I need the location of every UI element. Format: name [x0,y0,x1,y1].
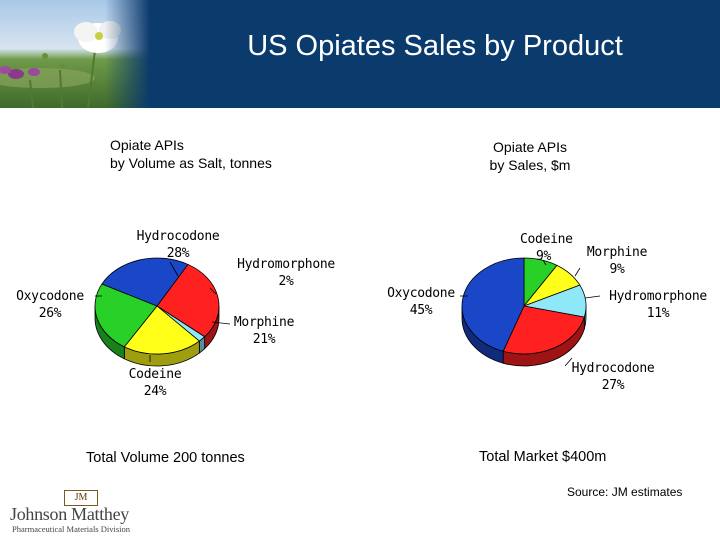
header-bar: US Opiates Sales by Product [0,0,720,108]
leader-line [169,261,179,277]
chart-2-title: Opiate APIs by Sales, $m [450,138,610,174]
johnson-matthey-logo: JM Johnson Matthey Pharmaceutical Materi… [8,490,158,538]
pie2-slice-oxycodone [461,257,525,352]
leader-line [574,267,581,277]
source-note: Source: JM estimates [567,485,683,499]
chart-2-total-note: Total Market $400m [479,449,607,465]
leader-lines [95,259,601,367]
slide-title: US Opiates Sales by Product [247,30,623,62]
poppy-photo [0,0,150,108]
chart-2-label-morphine: Morphine 9% [586,245,648,277]
chart-2-label-hydromorphone: Hydromorphone 11% [609,289,707,321]
chart-2-title-line1: Opiate APIs [493,139,567,155]
chart-1-label-oxycodone: Oxycodone 26% [16,289,84,321]
pie1-slice-codeine [94,283,158,348]
jm-logo-mark: JM [64,490,98,506]
leader-line [211,321,231,325]
chart-1-label-hydromorphone: Hydromorphone 2% [237,257,335,289]
pie2-slice-hydrocodone [502,305,585,355]
chart-1-title-line1: Opiate APIs [110,137,184,153]
chart-1-label-morphine: Morphine 21% [233,315,295,347]
chart-2-label-oxycodone: Oxycodone 45% [387,286,455,318]
pie-chart-volume [94,257,220,367]
pie1-slice-morphine [123,305,200,355]
leader-line [564,357,573,367]
logo-wordmark: Johnson Matthey [10,504,129,524]
chart-2-label-hydrocodone: Hydrocodone 27% [571,361,655,393]
leader-line [584,295,601,299]
pie1-slice-oxycodone [101,257,189,307]
pie-chart-sales [461,257,587,367]
chart-1-total-note: Total Volume 200 tonnes [86,450,245,466]
logo-division: Pharmaceutical Materials Division [12,524,131,534]
chart-1-title-line2: by Volume as Salt, tonnes [110,155,272,171]
chart-1-label-hydrocodone: Hydrocodone 28% [136,229,220,261]
chart-1-title: Opiate APIs by Volume as Salt, tonnes [110,136,272,172]
chart-2-title-line2: by Sales, $m [489,157,571,173]
chart-1-label-codeine: Codeine 24% [128,367,182,399]
leader-line [209,287,217,295]
chart-2-label-codeine: Codeine 9% [520,232,573,264]
pie1-slice-hydrocodone [156,263,220,338]
leader-line [542,259,547,266]
